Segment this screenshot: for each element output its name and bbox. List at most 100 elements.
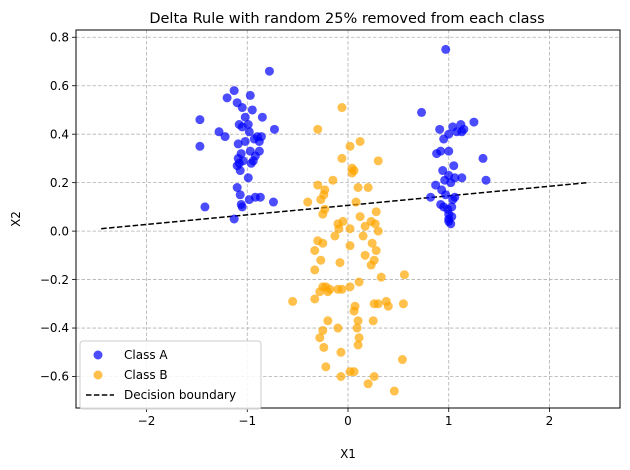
class-b-point [363,183,373,192]
class-b-point [371,246,381,255]
class-a-point [222,93,232,103]
class-b-point [345,224,355,234]
legend-marker-class-b [93,370,103,380]
decision-boundary-layer [101,181,588,230]
class-b-point [369,372,379,381]
class-a-point [441,44,451,54]
class-a-point [431,180,441,190]
class-b-point [288,296,298,306]
y-tick-label: 0.8 [50,30,69,44]
class-b-point [368,316,378,326]
class-b-point [373,299,383,309]
class-b-point [335,258,345,268]
class-a-point [233,139,243,149]
class-b-point [360,250,370,260]
class-a-point [240,136,250,146]
class-a-point [243,173,253,183]
class-b-point [315,333,325,343]
class-b-point [366,260,376,270]
class-a-point [195,115,205,125]
class-b-point [316,255,326,265]
x-axis-label: X1 [340,447,356,461]
class-b-point [397,355,407,365]
legend-box [79,340,262,410]
x-tick-label: −1 [238,414,256,428]
class-b-point [347,168,357,178]
class-a-point [220,132,230,142]
class-b-point [321,362,331,372]
decision-boundary-line [101,181,588,230]
class-b-point [353,340,363,350]
class-b-point [399,270,409,280]
y-axis-ticks: −0.6 −0.4 −0.2 0.0 0.2 0.4 0.6 0.8 [40,30,76,384]
class-b-point [351,197,361,207]
class-a-point [444,146,454,156]
class-a-point [469,117,479,127]
class-b-point [334,224,344,234]
data-points-layer [195,44,491,396]
class-b-point [354,333,364,343]
class-a-point [478,153,488,163]
class-a-point [229,86,239,96]
class-a-point [448,195,458,205]
x-tick-label: 0 [344,414,352,428]
class-b-point [352,323,362,333]
class-b-point [358,231,368,241]
x-tick-label: −2 [138,414,156,428]
class-a-point [237,202,247,212]
class-b-point [389,386,399,396]
y-tick-label: 0.6 [50,79,69,93]
class-a-point [247,105,257,115]
class-b-point [310,246,320,255]
class-b-point [398,299,408,309]
legend-label-decision-boundary: Decision boundary [124,388,236,402]
y-axis-label: X2 [9,211,23,227]
x-tick-label: 1 [445,414,453,428]
class-b-point [337,103,347,113]
class-b-point [313,180,323,190]
legend-marker-class-a [93,350,103,360]
class-b-point [345,367,355,377]
class-a-point [439,134,449,144]
class-a-point [232,183,242,192]
class-a-point [446,219,456,229]
class-b-point [363,379,373,389]
x-axis-ticks: −2 −1 0 1 2 [138,408,554,428]
x-tick-label: 2 [546,414,554,428]
class-a-point [269,124,279,134]
class-b-point [323,287,333,297]
class-a-point [235,190,245,200]
class-b-point [316,195,326,205]
class-b-point [310,265,320,275]
class-a-point [237,103,247,113]
class-a-point [214,127,224,137]
class-a-point [417,107,427,117]
y-tick-label: 0.0 [50,224,69,238]
class-b-point [345,282,355,292]
y-tick-label: −0.2 [40,273,69,287]
class-b-point [319,342,329,352]
y-tick-label: 0.2 [50,176,69,190]
class-a-point [448,122,458,132]
class-a-point [449,161,459,171]
class-a-point [255,192,265,202]
class-b-point [328,175,338,185]
class-b-point [373,156,383,166]
class-a-point [438,166,448,176]
y-tick-label: −0.6 [40,370,69,384]
class-b-point [349,306,359,316]
class-b-point [355,136,365,146]
class-b-point [370,219,380,229]
class-b-point [336,347,346,357]
legend: Class A Class B Decision boundary [79,340,262,410]
class-a-point [246,158,256,168]
chart-title: Delta Rule with random 25% removed from … [149,11,544,27]
class-b-point [360,221,370,231]
class-b-point [318,209,328,219]
class-a-point [268,197,278,207]
class-a-point [264,66,274,76]
class-b-point [336,372,346,381]
class-b-point [371,207,381,217]
class-a-point [436,146,446,156]
y-tick-label: 0.4 [50,127,69,141]
